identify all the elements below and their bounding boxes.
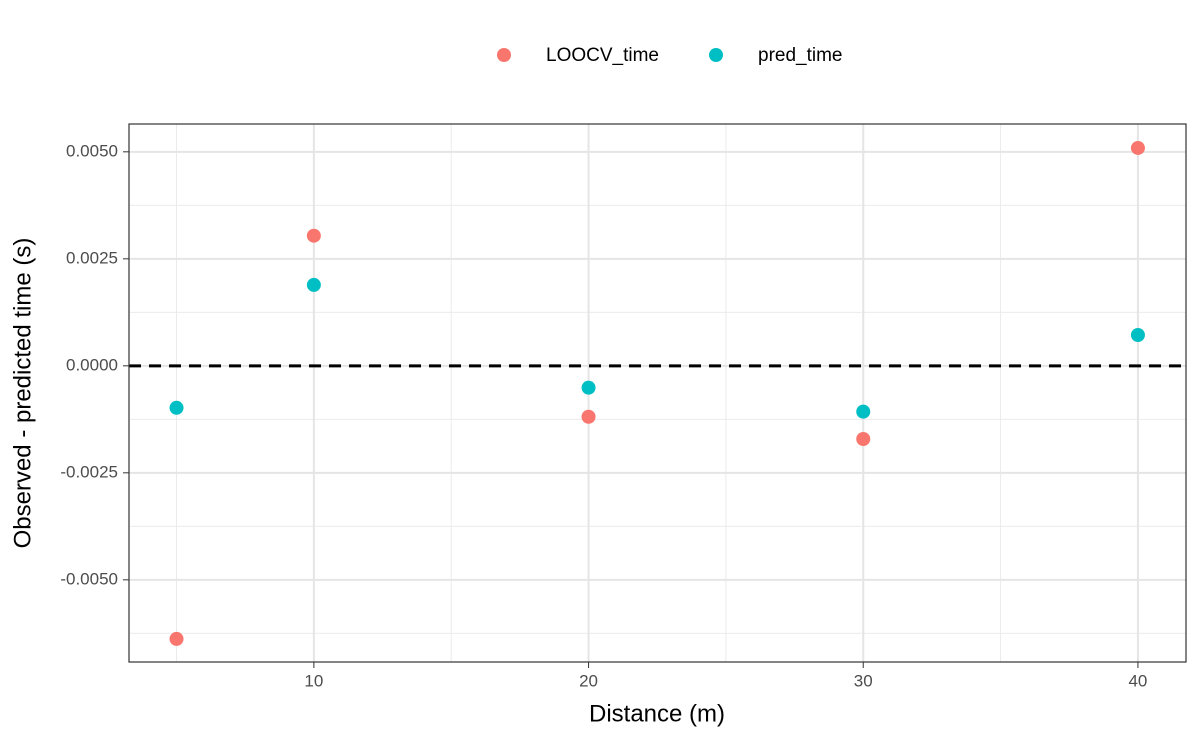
legend-text: pred_time [758,45,843,66]
x-tick-label: 10 [304,671,323,690]
y-tick-label: -0.0050 [60,569,118,588]
point [169,400,184,415]
y-tick-label: 0.0000 [66,355,118,374]
point [856,404,871,419]
legend-marker [709,48,723,62]
point [306,228,321,243]
x-tick-label: 40 [1128,671,1147,690]
y-tick-label: 0.0050 [66,141,118,160]
point [306,277,321,292]
y-tick-label: 0.0025 [66,248,118,267]
x-tick-label: 30 [854,671,873,690]
point [1130,328,1145,343]
point [169,631,184,646]
x-tick-label: 20 [579,671,598,690]
plot-border [128,123,1187,663]
legend-marker [497,48,511,62]
y-tick-label: -0.0025 [60,462,118,481]
y-axis-title: Observed - predicted time (s) [9,238,36,549]
point [581,409,596,424]
point [1130,140,1145,155]
point [856,432,871,447]
legend-text: LOOCV_time [546,45,659,66]
x-axis-title: Distance (m) [589,700,725,727]
point [581,380,596,395]
